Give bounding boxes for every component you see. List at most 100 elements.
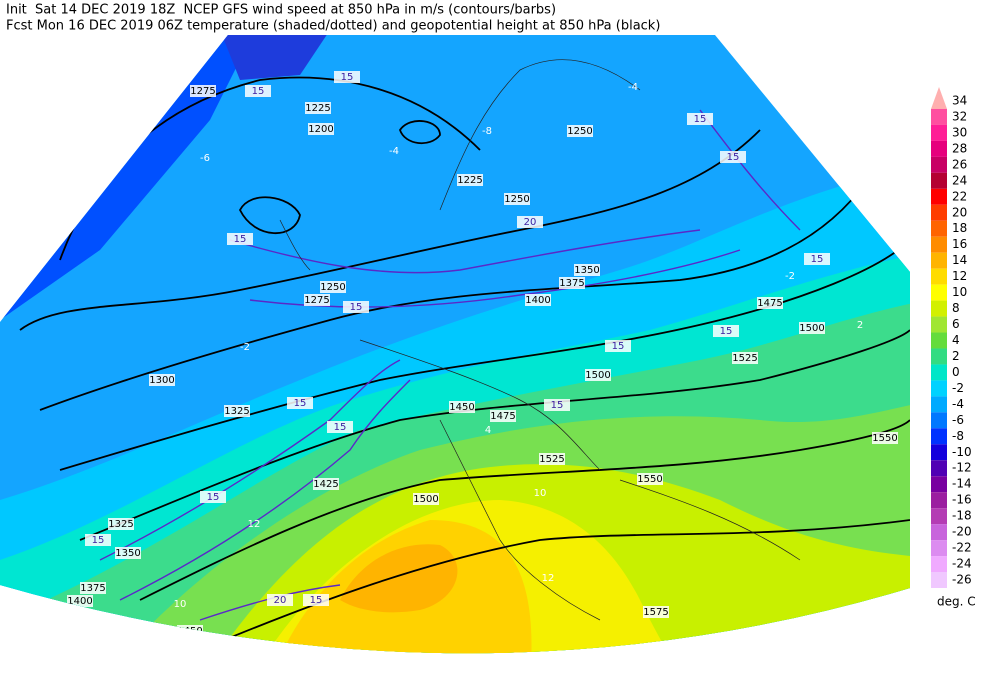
height-label-box	[304, 294, 330, 306]
height-label-box	[585, 369, 611, 381]
height-label-box	[567, 125, 593, 137]
height-label: 1500	[413, 494, 438, 505]
wind-label-box	[343, 301, 369, 313]
colorbar-label: 8	[952, 301, 960, 315]
height-label-box	[539, 453, 565, 465]
wind-label-box	[227, 233, 253, 245]
wind-label: 15	[350, 302, 363, 313]
colorbar-label: 22	[952, 189, 967, 203]
wind-label-box	[200, 491, 226, 503]
wind-label-box	[327, 421, 353, 433]
height-label: 1325	[108, 519, 133, 530]
colorbar-swatch	[931, 476, 947, 493]
colorbar-swatch	[931, 268, 947, 285]
wind-label-box	[267, 594, 293, 606]
height-label: 1550	[637, 474, 662, 485]
wind-label: 15	[252, 86, 265, 97]
height-label: 1550	[872, 433, 897, 444]
height-label: 1350	[115, 548, 140, 559]
height-label-box	[449, 401, 475, 413]
height-label-box	[574, 264, 600, 276]
colorbar-label: 4	[952, 333, 960, 347]
wind-label: 15	[234, 234, 247, 245]
colorbar-swatch	[931, 124, 947, 141]
wind-label: 15	[811, 254, 824, 265]
height-label: 1500	[799, 323, 824, 334]
wind-label: 15	[334, 422, 347, 433]
height-label: 1225	[457, 175, 482, 186]
height-label: 1300	[149, 375, 174, 386]
colorbar-swatch	[931, 140, 947, 157]
colorbar-label: 20	[952, 205, 967, 219]
wind-label: 15	[92, 535, 105, 546]
height-label-box	[799, 322, 825, 334]
height-label: 1275	[190, 86, 215, 97]
colorbar-swatch	[931, 284, 947, 301]
coastlines	[279, 59, 801, 621]
colorbar-swatch	[931, 524, 947, 541]
wind-label-box	[287, 397, 313, 409]
colorbar-label: 32	[952, 109, 967, 123]
wind-label: 15	[551, 400, 564, 411]
height-label-box	[413, 493, 439, 505]
height-label: 1375	[559, 278, 584, 289]
height-label: 1275	[304, 295, 329, 306]
height-label: 1250	[567, 126, 592, 137]
colorbar-label: 0	[952, 365, 960, 379]
colorbar-swatch	[931, 492, 947, 509]
height-label-box	[67, 595, 93, 607]
temperature-label: -4	[628, 82, 638, 93]
colorbar-label: -16	[952, 493, 972, 507]
height-label: 1400	[67, 596, 92, 607]
colorbar-swatch	[931, 364, 947, 381]
wind-label: 15	[341, 72, 354, 83]
colorbar-label: 28	[952, 141, 967, 155]
height-label-box	[643, 606, 669, 618]
colorbar-label: 30	[952, 125, 967, 139]
height-label: 1525	[732, 353, 757, 364]
colorbar-label: -6	[952, 413, 964, 427]
wind-label-box	[303, 594, 329, 606]
height-label-box	[637, 473, 663, 485]
colorbar-label: 18	[952, 221, 967, 235]
colorbar-label: 26	[952, 157, 967, 171]
colorbar-label: -20	[952, 525, 972, 539]
height-label-box	[224, 405, 250, 417]
height-label: 1500	[585, 370, 610, 381]
wind-label-box	[605, 340, 631, 352]
colorbar-swatch	[931, 332, 947, 349]
colorbar-label: 14	[952, 253, 967, 267]
colorbar-swatch	[931, 87, 947, 109]
colorbar-swatch	[931, 396, 947, 413]
wind-label: 15	[720, 326, 733, 337]
colorbar-swatch	[931, 172, 947, 189]
height-label: 1475	[490, 411, 515, 422]
colorbar-label: 10	[952, 285, 967, 299]
height-label: 1425	[313, 479, 338, 490]
colorbar-swatch	[931, 508, 947, 525]
temperature-label: 12	[248, 519, 261, 530]
colorbar-label: -8	[952, 429, 964, 443]
temperature-label: -6	[200, 153, 210, 164]
header-line: Init Sat 14 DEC 2019 18Z NCEP GFS wind s…	[6, 3, 556, 18]
colorbar-label: -24	[952, 557, 972, 571]
height-label-box	[305, 102, 331, 114]
height-label-box	[190, 85, 216, 97]
height-label-box	[559, 277, 585, 289]
height-label-box	[872, 432, 898, 444]
height-label-box	[490, 410, 516, 422]
colorbar-swatch	[931, 556, 947, 573]
height-label: 1225	[305, 103, 330, 114]
colorbar-swatch	[931, 236, 947, 253]
colorbar-unit: deg. C	[937, 595, 976, 609]
colorbar-swatch	[931, 428, 947, 445]
temperature-label: 12	[542, 573, 555, 584]
temperature-label: 10	[174, 599, 187, 610]
colorbar-label: -12	[952, 461, 972, 475]
temperature-label: -2	[240, 342, 250, 353]
colorbar-swatch	[931, 380, 947, 397]
height-label: 1350	[574, 265, 599, 276]
height-label: 1450	[449, 402, 474, 413]
colorbar-swatch	[931, 204, 947, 221]
